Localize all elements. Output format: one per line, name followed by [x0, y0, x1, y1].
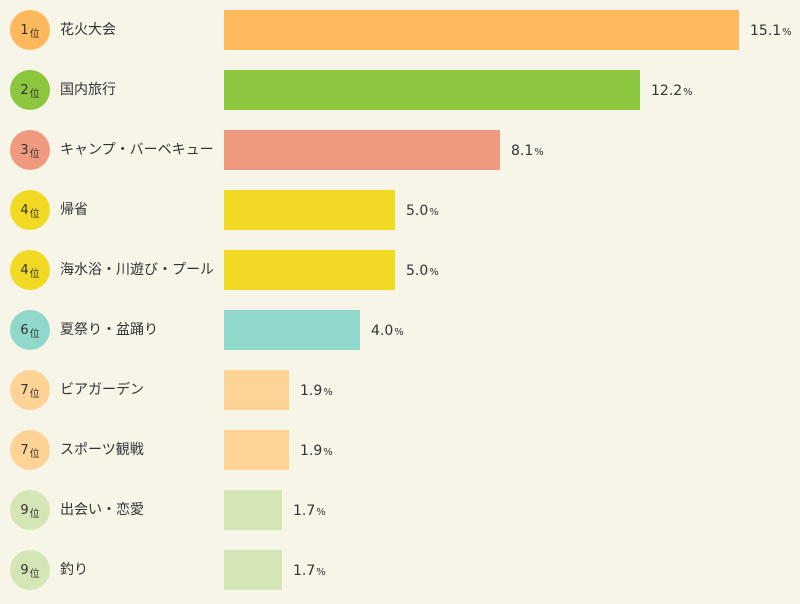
rank-number: 4 [20, 262, 29, 278]
chart-row: 4 位海水浴・川遊び・プール 5.0% [0, 240, 800, 300]
chart-row: 7 位スポーツ観戦 1.9% [0, 420, 800, 480]
value-number: 1.9 [300, 383, 323, 399]
bar [224, 370, 289, 410]
chart-row: 7 位ビアガーデン 1.9% [0, 360, 800, 420]
value-number: 8.1 [511, 143, 534, 159]
rank-suffix: 位 [29, 28, 40, 40]
rank-number: 3 [20, 142, 29, 158]
rank-suffix: 位 [29, 328, 40, 340]
rank-suffix: 位 [29, 268, 40, 280]
bar [224, 70, 640, 110]
value-number: 1.9 [300, 443, 323, 459]
value-label: 8.1% [511, 120, 544, 180]
value-unit: % [316, 567, 326, 578]
bar [224, 310, 360, 350]
value-label: 1.9% [300, 360, 333, 420]
category-label: 海水浴・川遊び・プール [60, 262, 214, 278]
category-label: 国内旅行 [60, 82, 116, 98]
chart-row: 9 位出会い・恋愛 1.7% [0, 480, 800, 540]
chart-row: 1 位花火大会 15.1% [0, 0, 800, 60]
value-label: 12.2% [651, 60, 693, 120]
category-label: 夏祭り・盆踊り [60, 322, 158, 338]
rank-suffix: 位 [29, 448, 40, 460]
category-label: 花火大会 [60, 22, 116, 38]
chart-row: 2 位国内旅行 12.2% [0, 60, 800, 120]
chart-row: 6 位夏祭り・盆踊り 4.0% [0, 300, 800, 360]
rank-suffix: 位 [29, 388, 40, 400]
value-unit: % [683, 87, 693, 98]
value-number: 5.0 [406, 263, 429, 279]
value-unit: % [429, 267, 439, 278]
chart-row: 9 位釣り 1.7% [0, 540, 800, 600]
value-number: 1.7 [293, 503, 316, 519]
value-number: 4.0 [371, 323, 394, 339]
value-unit: % [316, 507, 326, 518]
bar [224, 190, 395, 230]
rank-suffix: 位 [29, 88, 40, 100]
value-label: 15.1% [750, 0, 792, 60]
bar [224, 490, 282, 530]
value-unit: % [323, 447, 333, 458]
bar [224, 550, 282, 590]
value-label: 5.0% [406, 240, 439, 300]
value-number: 15.1 [750, 23, 782, 39]
chart-row: 3 位キャンプ・バーベキュー 8.1% [0, 120, 800, 180]
rank-suffix: 位 [29, 148, 40, 160]
value-unit: % [394, 327, 404, 338]
rank-number: 4 [20, 202, 29, 218]
rank-suffix: 位 [29, 508, 40, 520]
category-label: ビアガーデン [60, 382, 144, 398]
value-unit: % [323, 387, 333, 398]
category-label: 出会い・恋愛 [60, 502, 144, 518]
category-label: 釣り [60, 562, 88, 578]
bar [224, 430, 289, 470]
category-label: キャンプ・バーベキュー [60, 142, 214, 158]
rank-number: 7 [20, 382, 29, 398]
bar [224, 130, 500, 170]
rank-number: 9 [20, 502, 29, 518]
value-number: 5.0 [406, 203, 429, 219]
value-number: 1.7 [293, 563, 316, 579]
value-unit: % [429, 207, 439, 218]
rank-suffix: 位 [29, 208, 40, 220]
category-label: スポーツ観戦 [60, 442, 144, 458]
chart-row: 4 位帰省 5.0% [0, 180, 800, 240]
rank-number: 6 [20, 322, 29, 338]
value-label: 1.7% [293, 540, 326, 600]
value-label: 5.0% [406, 180, 439, 240]
value-label: 1.7% [293, 480, 326, 540]
rank-suffix: 位 [29, 568, 40, 580]
value-unit: % [782, 27, 792, 38]
value-number: 12.2 [651, 83, 683, 99]
rank-number: 1 [20, 22, 29, 38]
value-label: 4.0% [371, 300, 404, 360]
value-unit: % [534, 147, 544, 158]
bar [224, 250, 395, 290]
rank-number: 2 [20, 82, 29, 98]
rank-number: 7 [20, 442, 29, 458]
value-label: 1.9% [300, 420, 333, 480]
rank-number: 9 [20, 562, 29, 578]
bar [224, 10, 739, 50]
category-label: 帰省 [60, 202, 88, 218]
